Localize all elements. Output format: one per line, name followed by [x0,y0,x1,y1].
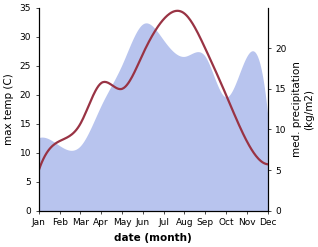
Y-axis label: med. precipitation
(kg/m2): med. precipitation (kg/m2) [292,61,314,157]
Y-axis label: max temp (C): max temp (C) [4,73,14,145]
X-axis label: date (month): date (month) [114,233,192,243]
